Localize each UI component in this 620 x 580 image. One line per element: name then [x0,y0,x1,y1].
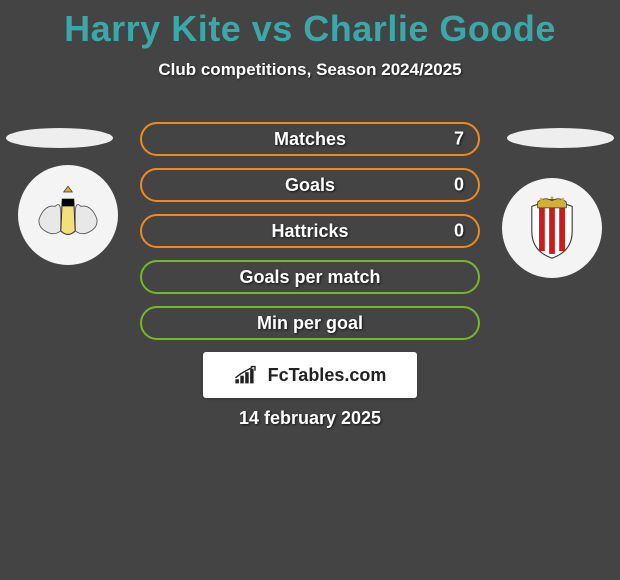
stats-container: Matches 7 Goals 0 Hattricks 0 Goals per … [140,122,480,352]
crest-left-icon [32,179,104,251]
stat-row-hattricks: Hattricks 0 [140,214,480,248]
stat-label: Goals per match [239,267,380,288]
date-label: 14 february 2025 [0,408,620,429]
crest-right-icon [516,192,588,264]
team1-crest [18,165,118,265]
player1-photo-placeholder [6,128,113,148]
stat-value-right: 0 [454,175,464,196]
team2-crest [502,178,602,278]
fctables-logo-icon [234,365,262,385]
stat-value-right: 0 [454,221,464,242]
stat-row-min-per-goal: Min per goal [140,306,480,340]
player1-name: Harry Kite [64,8,241,49]
comparison-title: Harry Kite vs Charlie Goode [0,0,620,50]
vs-separator: vs [252,8,293,49]
stat-label: Goals [285,175,335,196]
stat-label: Matches [274,129,346,150]
player2-photo-placeholder [507,128,614,148]
branding-badge: FcTables.com [203,352,417,398]
stat-value-right: 7 [454,129,464,150]
stat-row-goals-per-match: Goals per match [140,260,480,294]
stat-row-matches: Matches 7 [140,122,480,156]
stat-row-goals: Goals 0 [140,168,480,202]
stat-label: Min per goal [257,313,363,334]
subtitle: Club competitions, Season 2024/2025 [0,60,620,80]
player2-name: Charlie Goode [303,8,556,49]
stat-label: Hattricks [271,221,348,242]
branding-text: FcTables.com [268,365,387,386]
